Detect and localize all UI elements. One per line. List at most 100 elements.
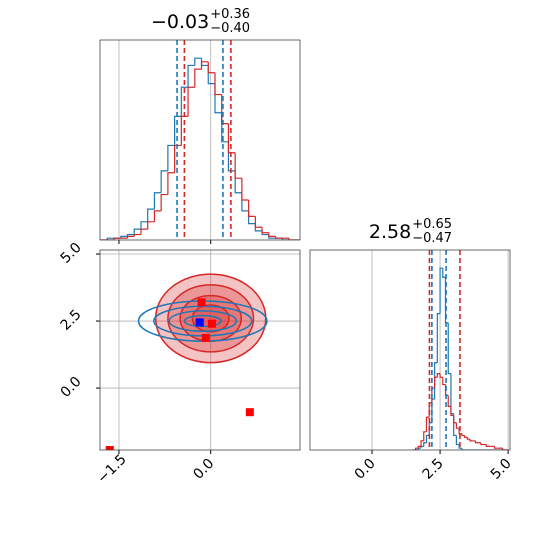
histogram-step <box>274 236 283 239</box>
contour-level <box>183 314 222 328</box>
panel-title: −0.03 +0.36−0.40 <box>151 7 250 36</box>
histogram-step <box>207 61 215 74</box>
histogram-step <box>207 65 215 85</box>
x-tick-label: 0.0 <box>190 456 217 483</box>
histogram-step <box>447 322 451 375</box>
histogram-step <box>288 238 296 240</box>
histogram-step <box>167 144 175 171</box>
histogram-step <box>140 228 148 235</box>
histogram-step <box>214 83 222 114</box>
histogram-step <box>133 228 141 235</box>
histogram-step <box>466 437 470 440</box>
histogram-step <box>174 115 182 146</box>
histogram-step <box>480 442 484 446</box>
y-tick-label: 0.0 <box>58 374 85 401</box>
histogram-step <box>180 115 189 146</box>
histogram-step <box>436 313 441 363</box>
histogram-step <box>455 435 460 446</box>
point <box>105 446 114 450</box>
histogram-step <box>493 446 498 449</box>
histogram-step <box>502 448 506 450</box>
title-upper: +0.65 <box>412 217 452 232</box>
histogram-step <box>474 440 479 444</box>
histogram-step <box>200 61 209 70</box>
y-tick-label: 5.0 <box>58 240 85 267</box>
point <box>195 318 204 327</box>
histogram-step <box>420 445 424 449</box>
histogram-step <box>227 141 236 172</box>
histogram-step <box>268 232 276 237</box>
histogram-step <box>485 444 490 447</box>
panel-title: 2.58 +0.65−0.47 <box>369 217 452 246</box>
title-value: −0.03 <box>151 11 209 33</box>
histogram-step <box>113 237 121 240</box>
histogram-step <box>442 268 446 278</box>
histogram-step <box>458 444 462 449</box>
histogram-step <box>248 210 256 225</box>
histogram-step <box>281 238 289 240</box>
histogram-step <box>133 233 141 237</box>
histogram-step <box>425 416 430 432</box>
histogram-step <box>439 267 443 314</box>
histogram-step <box>463 435 468 438</box>
axes-frame <box>99 39 301 241</box>
histogram-step <box>423 442 427 447</box>
point <box>207 319 216 328</box>
histogram-step <box>261 227 269 234</box>
histogram-step <box>458 428 462 435</box>
x-tick-label: 5.0 <box>488 456 515 483</box>
histogram-step <box>254 216 263 228</box>
histogram-step <box>439 373 443 378</box>
histogram-step <box>221 94 229 125</box>
x-tick-label: 2.5 <box>420 456 447 483</box>
x-tick-label: −1.5 <box>94 451 129 486</box>
histogram-step <box>241 178 249 201</box>
contour-level <box>168 310 238 332</box>
histogram-step <box>160 193 168 211</box>
histogram-step <box>214 72 222 96</box>
histogram-step <box>147 208 155 222</box>
histogram-step <box>469 439 473 442</box>
histogram-step <box>153 192 162 210</box>
histogram-step <box>234 170 242 194</box>
histogram-step <box>180 86 189 117</box>
histogram-step <box>187 86 195 117</box>
histogram-step <box>436 373 441 378</box>
histogram-step <box>442 377 446 386</box>
histogram-step <box>450 406 454 417</box>
histogram-step <box>423 431 427 441</box>
histogram-step <box>227 123 236 154</box>
histogram-step <box>425 434 430 443</box>
histogram-step <box>106 237 115 240</box>
histogram-step <box>461 433 465 437</box>
axes-frame <box>99 249 301 451</box>
histogram-step <box>147 221 155 230</box>
histogram-step <box>126 233 135 237</box>
y-tick-label: 2.5 <box>58 307 85 334</box>
histogram-step <box>160 170 168 193</box>
axes-frame <box>309 249 511 451</box>
histogram-step <box>248 200 256 217</box>
plot-area <box>100 40 300 240</box>
point <box>245 408 254 417</box>
histogram-step <box>153 210 162 222</box>
point <box>201 333 210 342</box>
histogram-step <box>447 395 451 407</box>
plot-area <box>412 250 509 450</box>
histogram-step <box>174 144 182 173</box>
histogram-step <box>167 172 175 195</box>
title-value: 2.58 <box>369 221 411 243</box>
histogram-step <box>455 422 460 429</box>
title-lower: −0.40 <box>210 21 250 36</box>
histogram-step <box>417 445 422 449</box>
histogram-step <box>194 57 202 66</box>
histogram-step <box>434 376 438 389</box>
plot-area <box>105 273 268 450</box>
histogram-step <box>453 415 457 424</box>
histogram-step <box>414 447 419 450</box>
histogram-step <box>461 448 465 450</box>
contour-level <box>191 304 230 333</box>
histogram-step <box>234 152 242 179</box>
histogram-step <box>126 235 135 239</box>
